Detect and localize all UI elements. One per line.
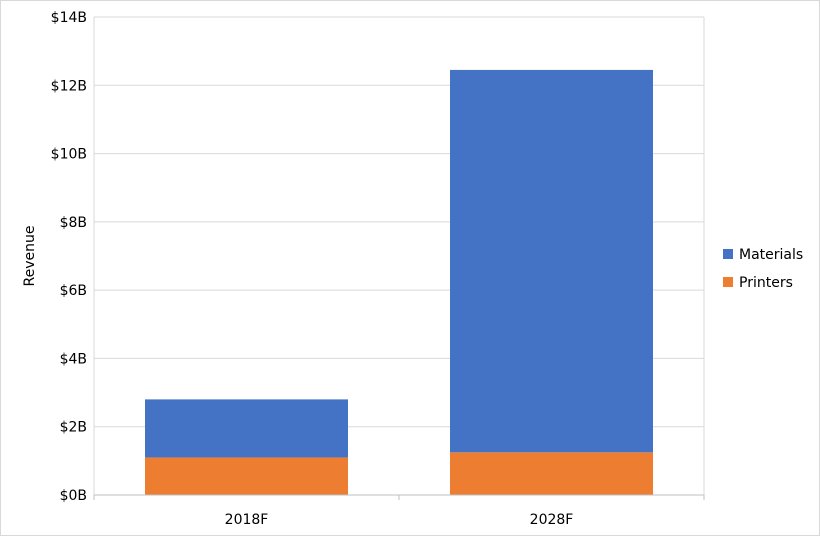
- bars: [145, 69, 653, 495]
- legend-swatch-printers: [723, 277, 733, 287]
- x-tick-labels: 2018F 2028F: [225, 512, 574, 528]
- legend-label-printers: Printers: [739, 275, 793, 291]
- y-tick-label: $2B: [60, 420, 87, 436]
- y-tick-label: $8B: [60, 215, 87, 231]
- y-tick-label: $0B: [60, 488, 87, 504]
- axes: [93, 17, 705, 500]
- bar-printers-2018f: [145, 457, 348, 495]
- x-tick-label: 2018F: [225, 512, 269, 528]
- legend-swatch-materials: [723, 249, 733, 259]
- bar-printers-2028f: [450, 452, 653, 495]
- legend-label-materials: Materials: [739, 247, 803, 263]
- y-tick-label: $10B: [51, 147, 87, 163]
- y-tick-label: $12B: [51, 78, 87, 94]
- y-axis-title: Revenue: [22, 226, 38, 287]
- bar-materials-2028f: [450, 69, 653, 453]
- x-tick-label: 2028F: [530, 512, 574, 528]
- y-tick-labels: $0B $2B $4B $6B $8B $10B $12B $14B: [51, 10, 87, 504]
- gridlines: [94, 16, 704, 428]
- legend: Materials Printers: [723, 247, 803, 291]
- bar-materials-2018f: [145, 399, 348, 458]
- y-tick-label: $4B: [60, 351, 87, 367]
- y-tick-label: $6B: [60, 283, 87, 299]
- y-tick-label: $14B: [51, 10, 87, 26]
